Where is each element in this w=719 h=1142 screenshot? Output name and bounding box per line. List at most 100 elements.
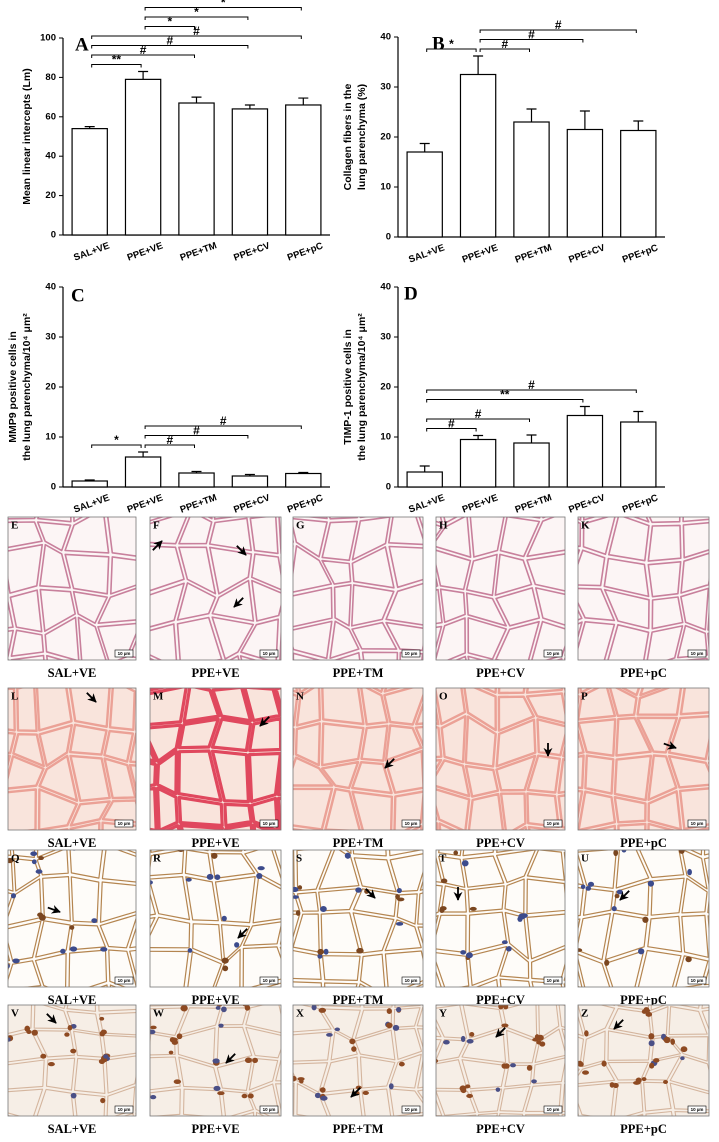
micrograph-border xyxy=(7,849,137,988)
nucleus xyxy=(649,1062,655,1069)
nucleus xyxy=(293,897,294,900)
nucleus xyxy=(69,946,78,952)
nucleus xyxy=(466,1039,474,1044)
nucleus xyxy=(31,1029,38,1036)
arrow xyxy=(619,890,630,901)
panel-letter: N xyxy=(296,691,304,703)
panel-letter: E xyxy=(11,520,18,532)
nucleus xyxy=(24,1025,31,1032)
nucleus xyxy=(645,1011,653,1017)
micrograph-border xyxy=(7,1004,137,1117)
nucleus xyxy=(398,1061,405,1067)
x-tick-label: PPE+CV xyxy=(567,492,607,515)
significance-bracket xyxy=(144,16,249,20)
significance-bracket xyxy=(91,44,249,49)
arrow xyxy=(225,1053,236,1064)
y-tick-label: 20 xyxy=(45,382,56,393)
micrograph xyxy=(150,688,281,830)
micrograph xyxy=(436,688,565,830)
significance-bracket xyxy=(91,35,302,39)
scale-box xyxy=(687,649,707,658)
micrograph xyxy=(293,850,423,987)
scale-label: 10 µm xyxy=(405,651,418,656)
significance-label: # xyxy=(166,34,173,48)
nucleus xyxy=(98,1058,106,1065)
nucleus xyxy=(532,1037,539,1042)
scale-box xyxy=(114,649,134,658)
bar xyxy=(406,151,443,238)
error-bar xyxy=(244,473,255,476)
nucleus xyxy=(501,1063,508,1069)
scale-label: 10 µm xyxy=(691,1107,704,1112)
nucleus xyxy=(642,916,649,923)
caption: SAL+VE xyxy=(48,836,97,850)
alveolar-walls xyxy=(578,517,709,660)
x-tick-label: PPE+pC xyxy=(621,492,660,515)
significance-bracket xyxy=(91,444,142,448)
caption: PPE+VE xyxy=(191,836,239,850)
error-bar xyxy=(419,142,430,152)
panel-letter: A xyxy=(75,34,89,55)
scale-label: 10 µm xyxy=(263,978,276,983)
nucleus xyxy=(221,915,227,922)
nucleus xyxy=(460,995,467,1001)
nucleus xyxy=(47,1062,55,1067)
nucleus xyxy=(100,947,108,952)
scale-label: 10 µm xyxy=(547,978,560,983)
nucleus xyxy=(0,996,3,1002)
scale-box xyxy=(687,976,707,985)
error-bar xyxy=(633,120,644,131)
nucleus xyxy=(150,1093,151,1097)
y-tick-label: 80 xyxy=(45,72,56,83)
nucleus xyxy=(351,1046,357,1052)
significance-bracket xyxy=(426,418,530,422)
arrow xyxy=(365,888,376,899)
nucleus xyxy=(388,1083,394,1090)
scale-label: 10 µm xyxy=(547,821,560,826)
panel-letter: L xyxy=(11,691,18,703)
nucleus xyxy=(386,1022,393,1029)
bar xyxy=(513,121,550,238)
micrograph xyxy=(428,850,565,987)
scale-label: 10 µm xyxy=(118,651,131,656)
nucleus xyxy=(12,958,20,964)
micrograph-border xyxy=(577,516,710,661)
nucleus xyxy=(503,1005,509,1010)
panel-letter: H xyxy=(439,520,448,532)
y-tick-label: 20 xyxy=(45,190,56,201)
significance-label: # xyxy=(193,24,200,38)
nucleus xyxy=(234,942,240,948)
caption: PPE+CV xyxy=(476,1122,525,1136)
significance-label: * xyxy=(221,0,226,10)
significance-label: * xyxy=(114,433,119,447)
nucleus xyxy=(100,1097,106,1104)
scale-box xyxy=(259,1105,279,1114)
nucleus xyxy=(578,1060,583,1067)
nucleus xyxy=(428,945,433,951)
panel-letter: M xyxy=(153,691,164,703)
x-tick-label: PPE+TM xyxy=(514,242,554,265)
x-tick-label: PPE+pC xyxy=(621,242,660,265)
nucleus xyxy=(460,950,467,955)
significance-bracket xyxy=(144,444,195,448)
nucleus xyxy=(0,990,5,996)
nucleus xyxy=(643,1008,651,1013)
nucleus xyxy=(495,1087,501,1092)
micrograph-background xyxy=(8,850,136,987)
micrograph xyxy=(578,517,709,660)
scale-label: 10 µm xyxy=(405,1107,418,1112)
caption: PPE+VE xyxy=(191,666,239,680)
significance-label: * xyxy=(167,15,172,29)
alveolar-walls xyxy=(293,688,423,830)
nucleus xyxy=(150,1094,157,1100)
alveolar-walls xyxy=(578,850,709,987)
scale-box xyxy=(543,819,563,828)
scale-label: 10 µm xyxy=(547,651,560,656)
nucleus xyxy=(670,1038,676,1045)
significance-bracket xyxy=(144,25,195,30)
nucleus xyxy=(141,1092,146,1098)
arrow xyxy=(236,545,247,556)
nucleus xyxy=(64,1032,70,1037)
y-axis-label: Mean linear intercepts (Lm) xyxy=(21,68,33,205)
